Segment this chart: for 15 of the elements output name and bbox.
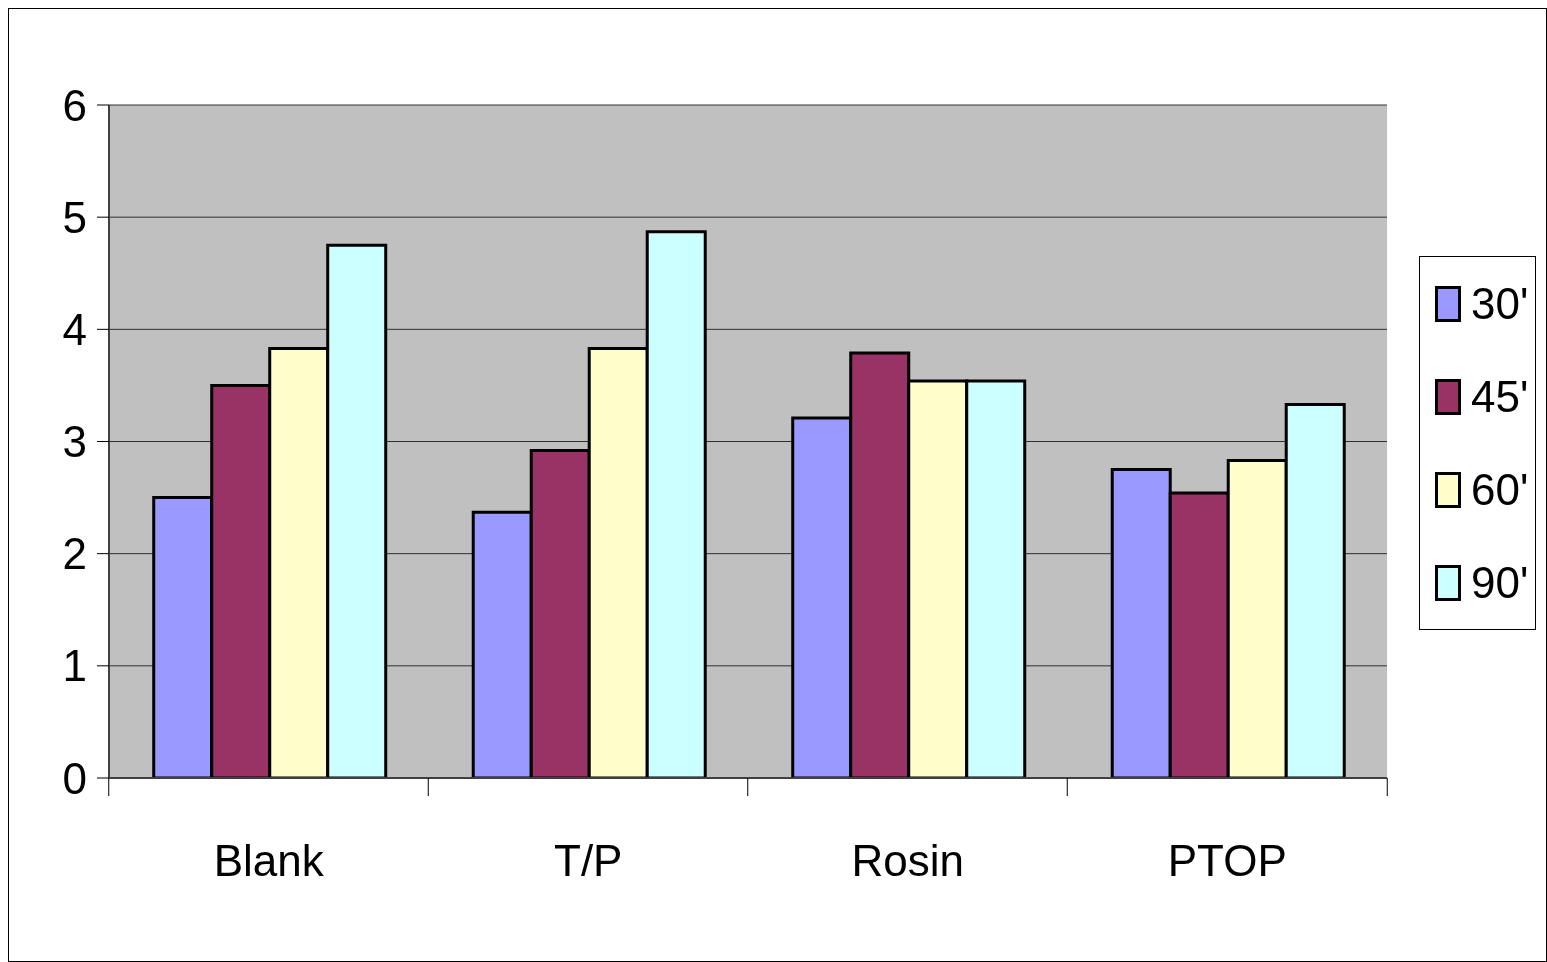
x-tick-label: PTOP bbox=[1167, 836, 1287, 885]
y-tick-label: 4 bbox=[62, 304, 87, 354]
y-tick-label: 1 bbox=[62, 641, 87, 691]
y-tick-label: 5 bbox=[62, 192, 87, 242]
legend-label: 90' bbox=[1471, 557, 1529, 608]
x-tick-label: T/P bbox=[554, 836, 623, 885]
y-tick-label: 6 bbox=[62, 80, 87, 130]
x-tick-label: Rosin bbox=[851, 836, 964, 885]
x-tick-label: Blank bbox=[213, 836, 325, 885]
legend-label: 30' bbox=[1471, 278, 1529, 329]
legend-label: 45' bbox=[1471, 371, 1529, 422]
y-tick-label: 3 bbox=[62, 417, 87, 467]
y-tick-label: 2 bbox=[62, 529, 87, 579]
y-tick-label: 0 bbox=[62, 753, 87, 803]
legend-label: 60' bbox=[1471, 464, 1529, 515]
